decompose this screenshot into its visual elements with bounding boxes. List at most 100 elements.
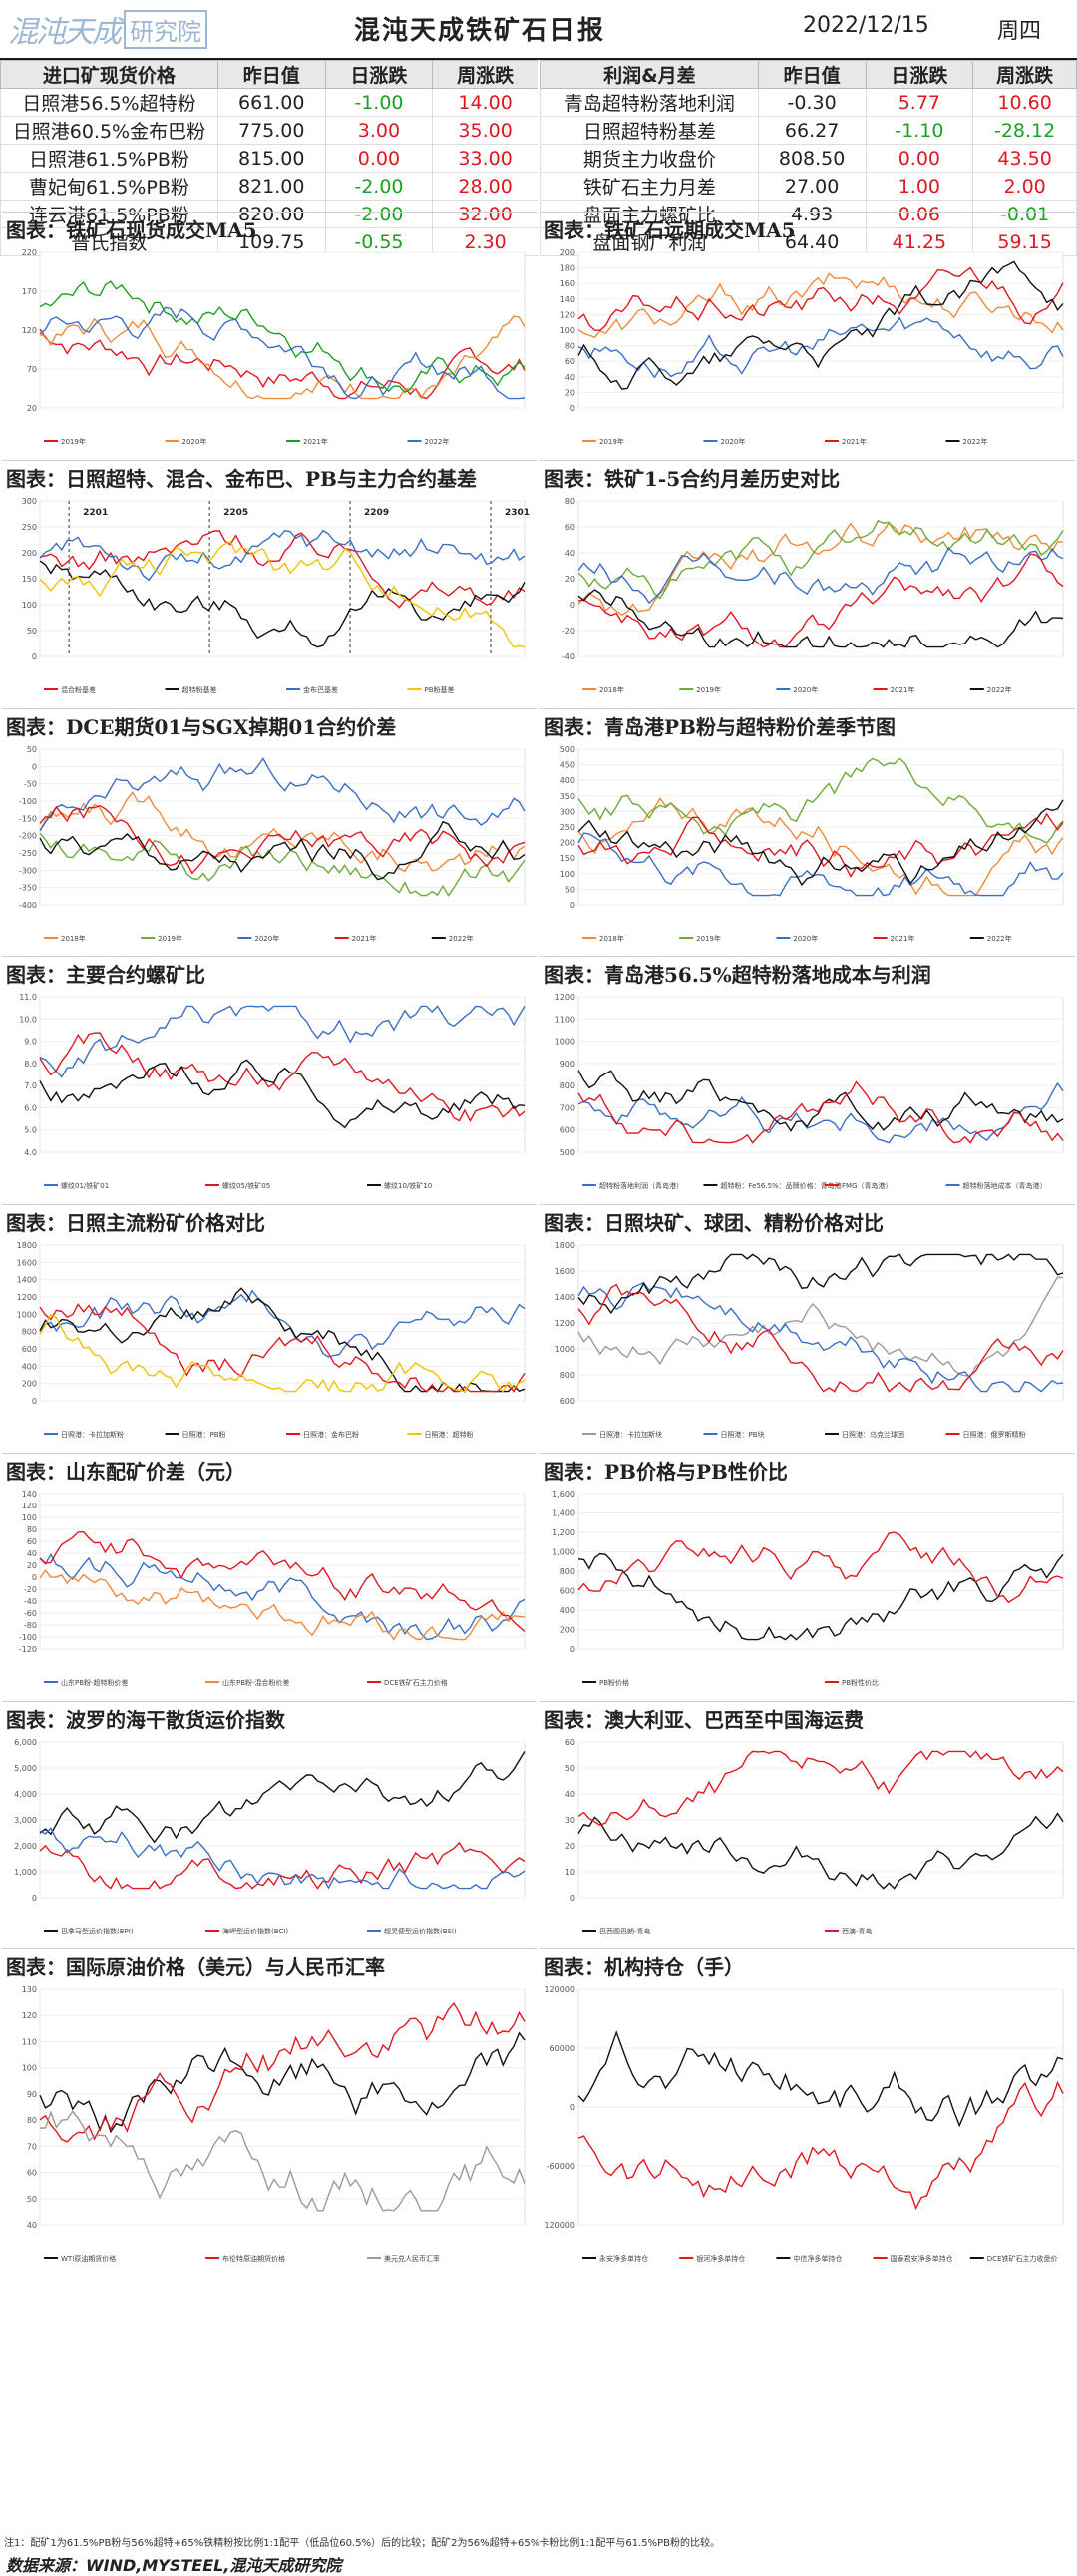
col-header: 周涨跌 [972,60,1077,89]
y-tick-label: 140 [22,1490,37,1499]
series-line [577,1531,1064,1604]
report-title: 混沌天成铁矿石日报 [354,16,606,46]
report-date: 2022/12/15 [803,13,929,38]
y-tick-label: -20 [24,1585,37,1594]
y-tick-label: 120 [22,326,37,335]
legend-label: 2022年 [449,934,474,943]
table-row: 日照港60.5%金布巴粉 775.00 3.00 35.00 [0,116,538,145]
chart-plot: 80 60 40 20 0 -20 -40 2018年 2019年 2020年 2021年 2022年 [562,497,1064,694]
series-line [39,1059,526,1129]
y-tick-label: 800 [560,1081,575,1090]
contract-label: 2201 [83,508,108,518]
y-tick-label: 1,400 [552,1509,575,1518]
row-name: 青岛超特粉落地利润 [540,88,759,117]
y-tick-label: 60 [565,1738,575,1747]
row-name: 日照港60.5%金布巴粉 [0,116,218,145]
y-tick-label: 200 [560,839,575,848]
y-tick-label: 50 [27,627,37,636]
y-tick-label: 60000 [550,2044,575,2053]
y-tick-label: 600 [560,1587,575,1596]
y-tick-label: 250 [560,823,575,832]
col-header: 日涨跌 [865,60,974,89]
col-header: 昨日值 [757,60,867,89]
col-header: 日涨跌 [324,60,434,89]
y-tick-label: 400 [560,1606,575,1615]
y-tick-label: 70 [27,365,37,374]
y-tick-label: 60 [565,357,575,366]
legend-label: WTI原油期货价格 [61,2254,116,2263]
chart-plot: 140 120 100 80 60 40 20 0 -20 -40 -60 -80 -100 -120 山东… [19,1490,526,1687]
chart-plot: 220 170 120 70 20 2019年 2020年 2021年 2022年 [22,248,526,446]
y-tick-label: 0 [32,1573,37,1582]
y-tick-label: 100 [22,1513,37,1522]
legend-label: 布伦特原油期货价格 [222,2254,285,2263]
legend-label: 2018年 [599,934,624,943]
y-tick-label: 6.0 [24,1103,37,1112]
data-source: 数据来源：WIND,MYSTEEL,混沌天成研究院 [6,2556,342,2575]
chart-panel: 图表：波罗的海干散货运价指数 6,000 5,000 4,000 3,000 2,000 1… [2,1701,537,1947]
y-tick-label: 60 [27,1537,37,1546]
table-row: 盘面主力螺矿比 4.93 0.06 -0.01 [540,200,1077,228]
chart-panel: 图表：日照超特、混合、金布巴、PB与主力合约基差 300 250 200 150 100 5… [2,460,537,706]
y-tick-label: 5,000 [14,1764,37,1773]
y-tick-label: -60000 [547,2162,575,2171]
y-tick-label: 800 [22,1328,37,1337]
y-tick-label: 110 [22,2037,37,2046]
row-value: 820.00 [216,200,326,228]
table-row: 期货主力收盘价 808.50 0.00 43.50 [540,144,1077,173]
y-tick-label: 2,000 [14,1842,37,1851]
y-tick-label: 90 [27,2090,37,2099]
y-tick-label: 80 [565,497,575,506]
profit-spread-table: 利润&月差 昨日值 日涨跌 周涨跌 青岛超特粉落地利润 -0.30 5.77 10.6… [540,60,1077,256]
y-tick-label: 450 [560,761,575,770]
row-week-change: 2.30 [432,227,538,256]
y-tick-label: 120 [22,1502,37,1510]
y-tick-label: 1200 [17,1293,37,1302]
row-day-change: 0.00 [324,144,434,173]
legend-label: 2019年 [696,934,721,943]
legend-label: 2020年 [182,437,207,446]
y-tick-label: 9.0 [24,1038,37,1047]
series-line [39,1313,526,1393]
legend-label: 螺纹01/铁矿01 [61,1181,109,1190]
row-value: -0.30 [757,88,867,117]
y-tick-label: 160 [560,279,575,288]
series-line [577,1081,1064,1144]
legend-label: 永安净多单持仓 [599,2254,648,2263]
legend-label: 日照港：俄罗斯精粉 [963,1430,1026,1439]
series-line [577,757,1064,844]
chart-title: 图表：铁矿1-5合约月差历史对比 [544,467,841,491]
y-tick-label: 1100 [555,1015,575,1024]
legend-label: DCE铁矿石主力价格 [384,1678,448,1687]
chart-panel: 图表：铁矿石远期成交MA5 200 180 160 140 120 100 80 60 40 20 0… [540,212,1075,458]
row-value: 808.50 [757,144,867,173]
y-tick-label: 1,200 [552,1528,575,1537]
y-tick-label: -40 [562,652,575,661]
report-header: 混沌天成 研究院 混沌天成铁矿石日报 2022/12/15 周四 [0,0,1077,60]
row-week-change: 43.50 [972,144,1077,173]
chart-panel: 图表：国际原油价格（美元）与人民币汇率 130 120 110 100 90 80 70 60 5… [2,1948,537,2275]
y-tick-label: 0 [570,2103,575,2112]
y-tick-label: 1800 [555,1241,575,1250]
y-tick-label: -350 [19,884,37,893]
y-tick-label: 4.0 [24,1148,37,1157]
logo-box: 研究院 [124,9,207,49]
series-line [577,1750,1064,1827]
row-day-change: -1.10 [865,116,974,145]
chart-panel: 图表：铁矿1-5合约月差历史对比 80 60 40 20 0 -20 -40 2018年 2019… [540,460,1075,706]
series-line [40,2110,526,2212]
series-line [577,272,1064,339]
y-tick-label: 1000 [17,1310,37,1319]
y-tick-label: 50 [27,745,37,754]
series-line [577,520,1064,600]
series-line [39,280,526,394]
y-tick-label: 200 [22,549,37,558]
plot-area [39,1988,526,2226]
legend-label: 银河净多单持仓 [696,2254,745,2263]
chart-panel: 图表：澳大利亚、巴西至中国海运费 60 50 40 30 20 10 0 巴西图巴朗-青岛 西澳-… [540,1701,1075,1947]
y-tick-label: 60 [565,523,575,532]
contract-label: 2301 [505,508,530,518]
table-row: 青岛超特粉落地利润 -0.30 5.77 10.60 [540,88,1077,117]
legend-label: 山东PB粉-混合粉价差 [222,1678,290,1687]
row-day-change: 0.06 [865,200,974,228]
